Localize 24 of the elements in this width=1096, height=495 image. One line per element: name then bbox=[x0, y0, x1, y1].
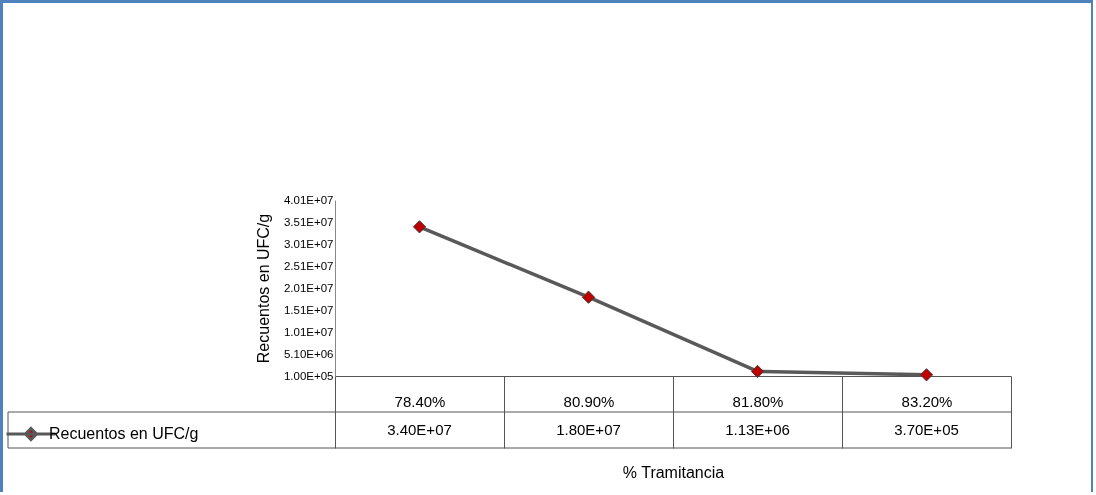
point bbox=[412, 220, 427, 234]
x-tick-label: 83.20% bbox=[901, 392, 953, 410]
y-tick-label: 1.51E+07 bbox=[283, 303, 334, 316]
y-tick-label: 4.01E+07 bbox=[283, 193, 334, 206]
data-label: 3.40E+07 bbox=[387, 421, 452, 438]
data-label: 1.80E+07 bbox=[556, 421, 621, 438]
point bbox=[581, 290, 596, 304]
x-tick-label: 81.80% bbox=[732, 392, 784, 410]
point bbox=[919, 368, 934, 382]
y-axis-title: Recuentos en UFC/g bbox=[254, 213, 272, 364]
y-tick-label: 2.01E+07 bbox=[283, 281, 334, 294]
x-tick-label: 78.40% bbox=[394, 392, 446, 410]
legend-label: Recuentos en UFC/g bbox=[49, 425, 199, 442]
data-label: 1.13E+06 bbox=[725, 421, 790, 438]
y-tick-label: 1.00E+05 bbox=[283, 369, 334, 382]
data-label: 3.70E+05 bbox=[894, 421, 959, 438]
y-tick-label: 3.51E+07 bbox=[283, 215, 334, 228]
y-tick-label: 5.10E+06 bbox=[283, 347, 334, 360]
x-tick-label: 80.90% bbox=[563, 392, 615, 410]
point bbox=[750, 364, 765, 379]
y-tick-label: 3.01E+07 bbox=[283, 237, 334, 250]
y-tick-label: 2.51E+07 bbox=[283, 259, 334, 272]
x-axis-title: % Tramitancia bbox=[622, 463, 725, 481]
y-tick-label: 1.01E+07 bbox=[283, 325, 334, 338]
